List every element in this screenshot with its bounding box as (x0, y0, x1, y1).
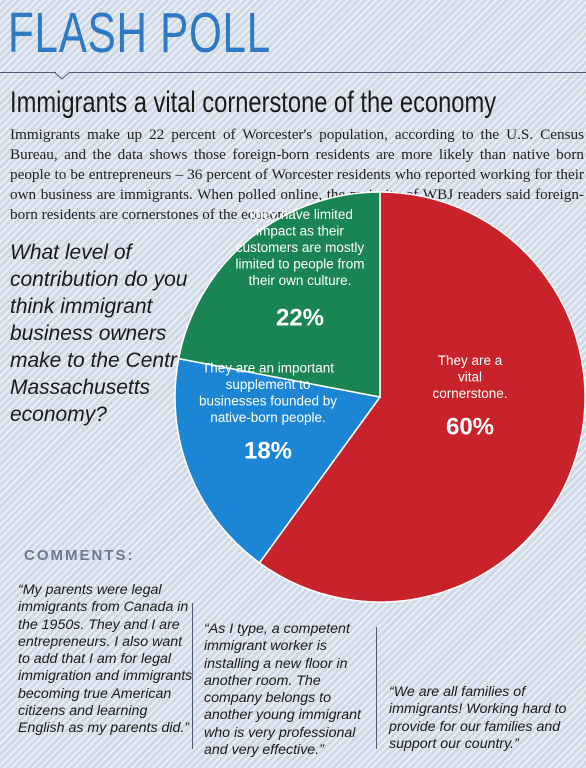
banner-title: FLASH POLL (8, 1, 271, 65)
slice-label: They are a vital cornerstone. (432, 353, 507, 401)
comment-3: “We are all families of immigrants! Work… (389, 684, 567, 752)
comment-2: “As I type, a competent immigrant worker… (204, 621, 361, 759)
banner-rule-right (69, 72, 586, 73)
slice-limited-impact (177, 191, 381, 398)
headline: Immigrants a vital cornerstone of the ec… (10, 86, 497, 119)
slice-label: They have limited impact as their customer… (235, 207, 364, 288)
banner-rule-notch (54, 71, 70, 80)
intro-paragraph: Immigrants make up 22 percent of Worcest… (10, 126, 584, 223)
slice-value-label: 18% (244, 438, 292, 465)
slice-important-supplement (174, 357, 382, 564)
slice-vital-cornerstone (258, 191, 586, 603)
comments-title: COMMENTS: (24, 547, 135, 564)
comment-1: “My parents were legal immigrants from C… (18, 582, 193, 737)
slice-value-label: 22% (276, 305, 324, 332)
comment-divider-2 (376, 627, 377, 749)
comment-divider-1 (192, 603, 193, 749)
poll-question: What level of contribution do you think … (10, 241, 194, 426)
slice-value-label: 60% (446, 414, 494, 441)
slice-label: They are an important supplement to busine… (199, 361, 337, 426)
banner-rule-left (0, 72, 56, 73)
